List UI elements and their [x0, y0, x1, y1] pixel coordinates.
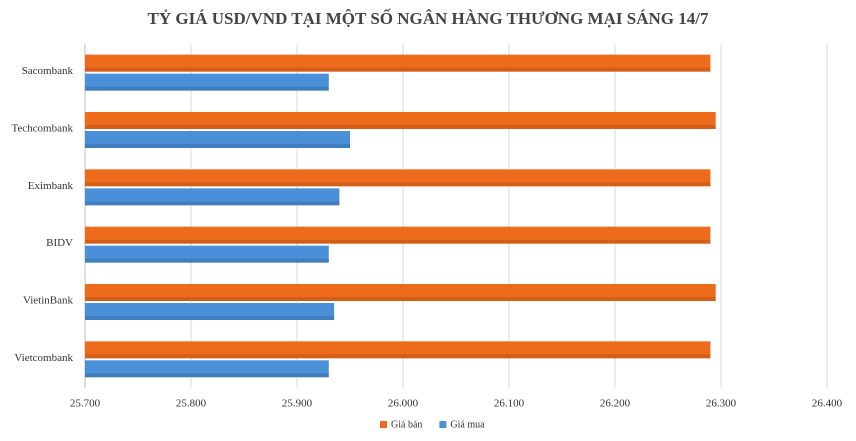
y-tick-label: Vietcombank	[14, 352, 73, 364]
bar-shade	[85, 258, 329, 263]
x-tick-label: 26.100	[494, 398, 525, 410]
bar	[85, 360, 329, 378]
bar-shade	[85, 373, 329, 378]
bar	[85, 169, 711, 187]
x-tick-label: 25.700	[70, 398, 101, 410]
bar-shade	[85, 201, 340, 206]
bar-shade	[85, 67, 711, 72]
x-tick-label: 26.200	[600, 398, 631, 410]
bar	[85, 54, 711, 72]
bar-shade	[85, 182, 711, 187]
legend-swatch	[439, 421, 447, 428]
bar-shade	[85, 239, 711, 244]
bar-shade	[85, 297, 716, 301]
legend-label: Giá mua	[450, 419, 485, 430]
bar	[85, 188, 340, 206]
bar	[85, 112, 716, 129]
bar-shade	[85, 125, 716, 129]
bar	[85, 303, 335, 320]
bar	[85, 131, 350, 148]
y-tick-label: VietinBank	[23, 295, 74, 307]
bar-shade	[85, 86, 329, 91]
bar	[85, 73, 329, 91]
x-tick-label: 25.900	[282, 398, 313, 410]
bar-shade	[85, 144, 350, 148]
legend-label: Giá bán	[391, 419, 422, 430]
bar-shade	[85, 316, 335, 320]
bar	[85, 226, 711, 244]
x-tick-label: 26.300	[706, 398, 737, 410]
y-tick-label: BIDV	[46, 237, 73, 249]
legend-swatch	[380, 421, 387, 428]
bar-shade	[85, 354, 711, 359]
x-tick-label: 26.000	[388, 398, 419, 410]
x-tick-label: 26.400	[812, 398, 843, 410]
chart-title: TỶ GIÁ USD/VND TẠI MỘT SỐ NGÂN HÀNG THƯƠ…	[148, 8, 709, 28]
y-tick-label: Eximbank	[28, 180, 74, 192]
legend: Giá bán Giá mua	[380, 419, 485, 430]
bar	[85, 284, 716, 301]
x-tick-label: 25.800	[176, 398, 207, 410]
y-tick-label: Techcombank	[11, 123, 73, 135]
bar	[85, 341, 711, 359]
y-tick-label: Sacombank	[22, 65, 74, 77]
bar	[85, 245, 329, 263]
